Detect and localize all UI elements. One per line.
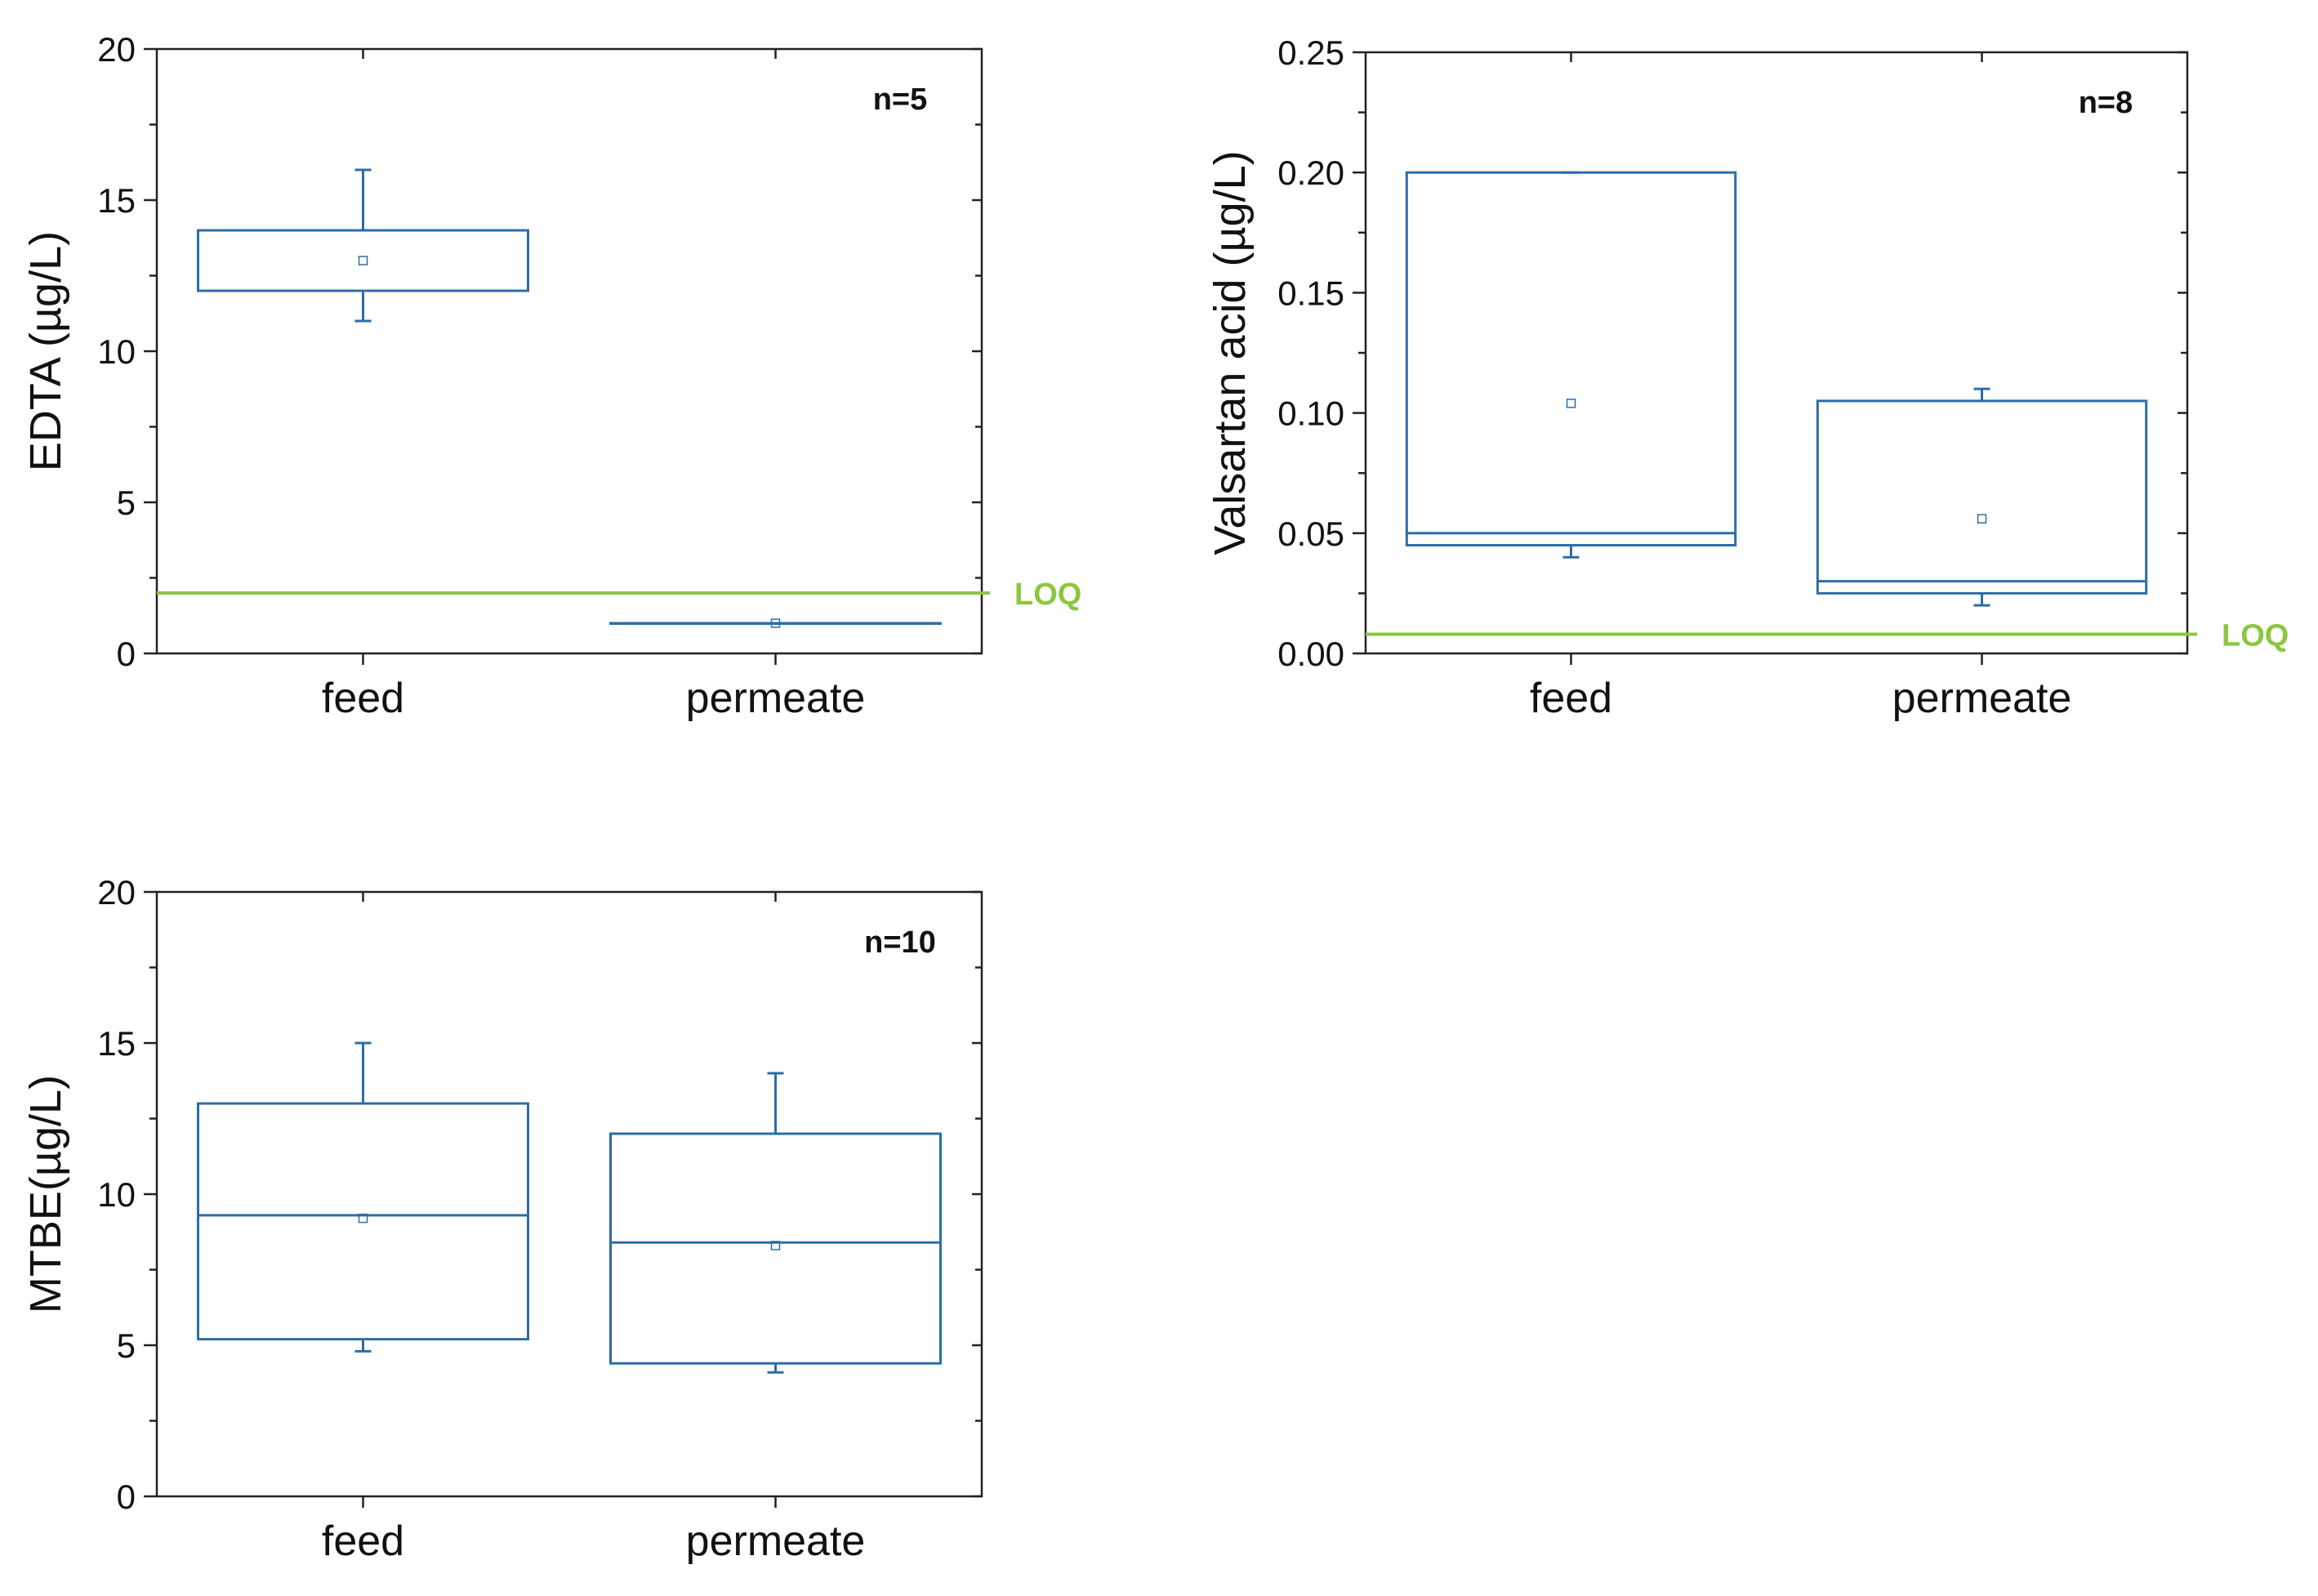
y-tick-label: 0 — [117, 1478, 136, 1516]
y-tick-label: 0.10 — [1277, 395, 1344, 433]
x-category-label: feed — [322, 1518, 404, 1565]
edta-boxplot-panel: 0 5 10 15 20 feed permeate EDTA (µg/L) n=5 LOQ — [21, 30, 1081, 722]
n-label: n=5 — [873, 82, 928, 117]
y-tick-label: 20 — [97, 30, 136, 69]
mean-marker — [1566, 399, 1576, 408]
mean-marker — [770, 618, 781, 628]
box-iqr — [1816, 399, 2148, 595]
y-axis-title: EDTA (µg/L) — [21, 231, 70, 471]
mean-marker — [358, 1213, 368, 1224]
x-category-label: feed — [1530, 675, 1612, 722]
box-iqr — [197, 1102, 529, 1341]
mean-marker — [1977, 514, 1987, 524]
plot-frame — [1364, 51, 2189, 655]
y-tick-label: 5 — [117, 484, 136, 522]
valsartan-acid-boxplot-panel: 0.00 0.05 0.10 0.15 0.20 0.25 feed permeate Vals… — [1206, 33, 2289, 722]
n-label: n=8 — [2079, 86, 2133, 120]
mean-marker — [358, 256, 368, 265]
y-tick-label: 0.00 — [1277, 635, 1344, 673]
y-axis-title: Valsartan acid (µg/L) — [1206, 150, 1255, 555]
y-tick-label: 10 — [97, 1175, 136, 1214]
x-category-label: feed — [322, 675, 404, 722]
box-iqr — [609, 1132, 942, 1365]
mean-marker — [770, 1241, 781, 1250]
y-tick-label: 10 — [97, 332, 136, 371]
y-tick-label: 15 — [97, 1024, 136, 1063]
plot-frame — [155, 890, 983, 1498]
box-iqr — [197, 229, 529, 292]
x-category-label: permeate — [686, 1518, 866, 1565]
y-tick-label: 0 — [117, 635, 136, 673]
y-axis-title: MTBE(µg/L) — [21, 1075, 70, 1313]
y-tick-label: 15 — [97, 181, 136, 220]
plot-frame — [155, 47, 983, 655]
y-tick-label: 0.15 — [1277, 274, 1344, 312]
x-category-label: permeate — [1892, 675, 2072, 722]
loq-label: LOQ — [1014, 577, 1081, 612]
box-iqr — [1405, 171, 1737, 547]
mtbe-boxplot-panel: 0 5 10 15 20 feed permeate MTBE(µg/L) n=10 — [21, 873, 983, 1565]
y-tick-label: 20 — [97, 873, 136, 912]
y-tick-label: 5 — [117, 1326, 136, 1365]
loq-label: LOQ — [2222, 618, 2289, 653]
x-category-label: permeate — [686, 675, 866, 722]
y-tick-label: 0.25 — [1277, 33, 1344, 72]
y-tick-label: 0.20 — [1277, 154, 1344, 192]
y-tick-label: 0.05 — [1277, 515, 1344, 553]
n-label: n=10 — [864, 925, 936, 960]
